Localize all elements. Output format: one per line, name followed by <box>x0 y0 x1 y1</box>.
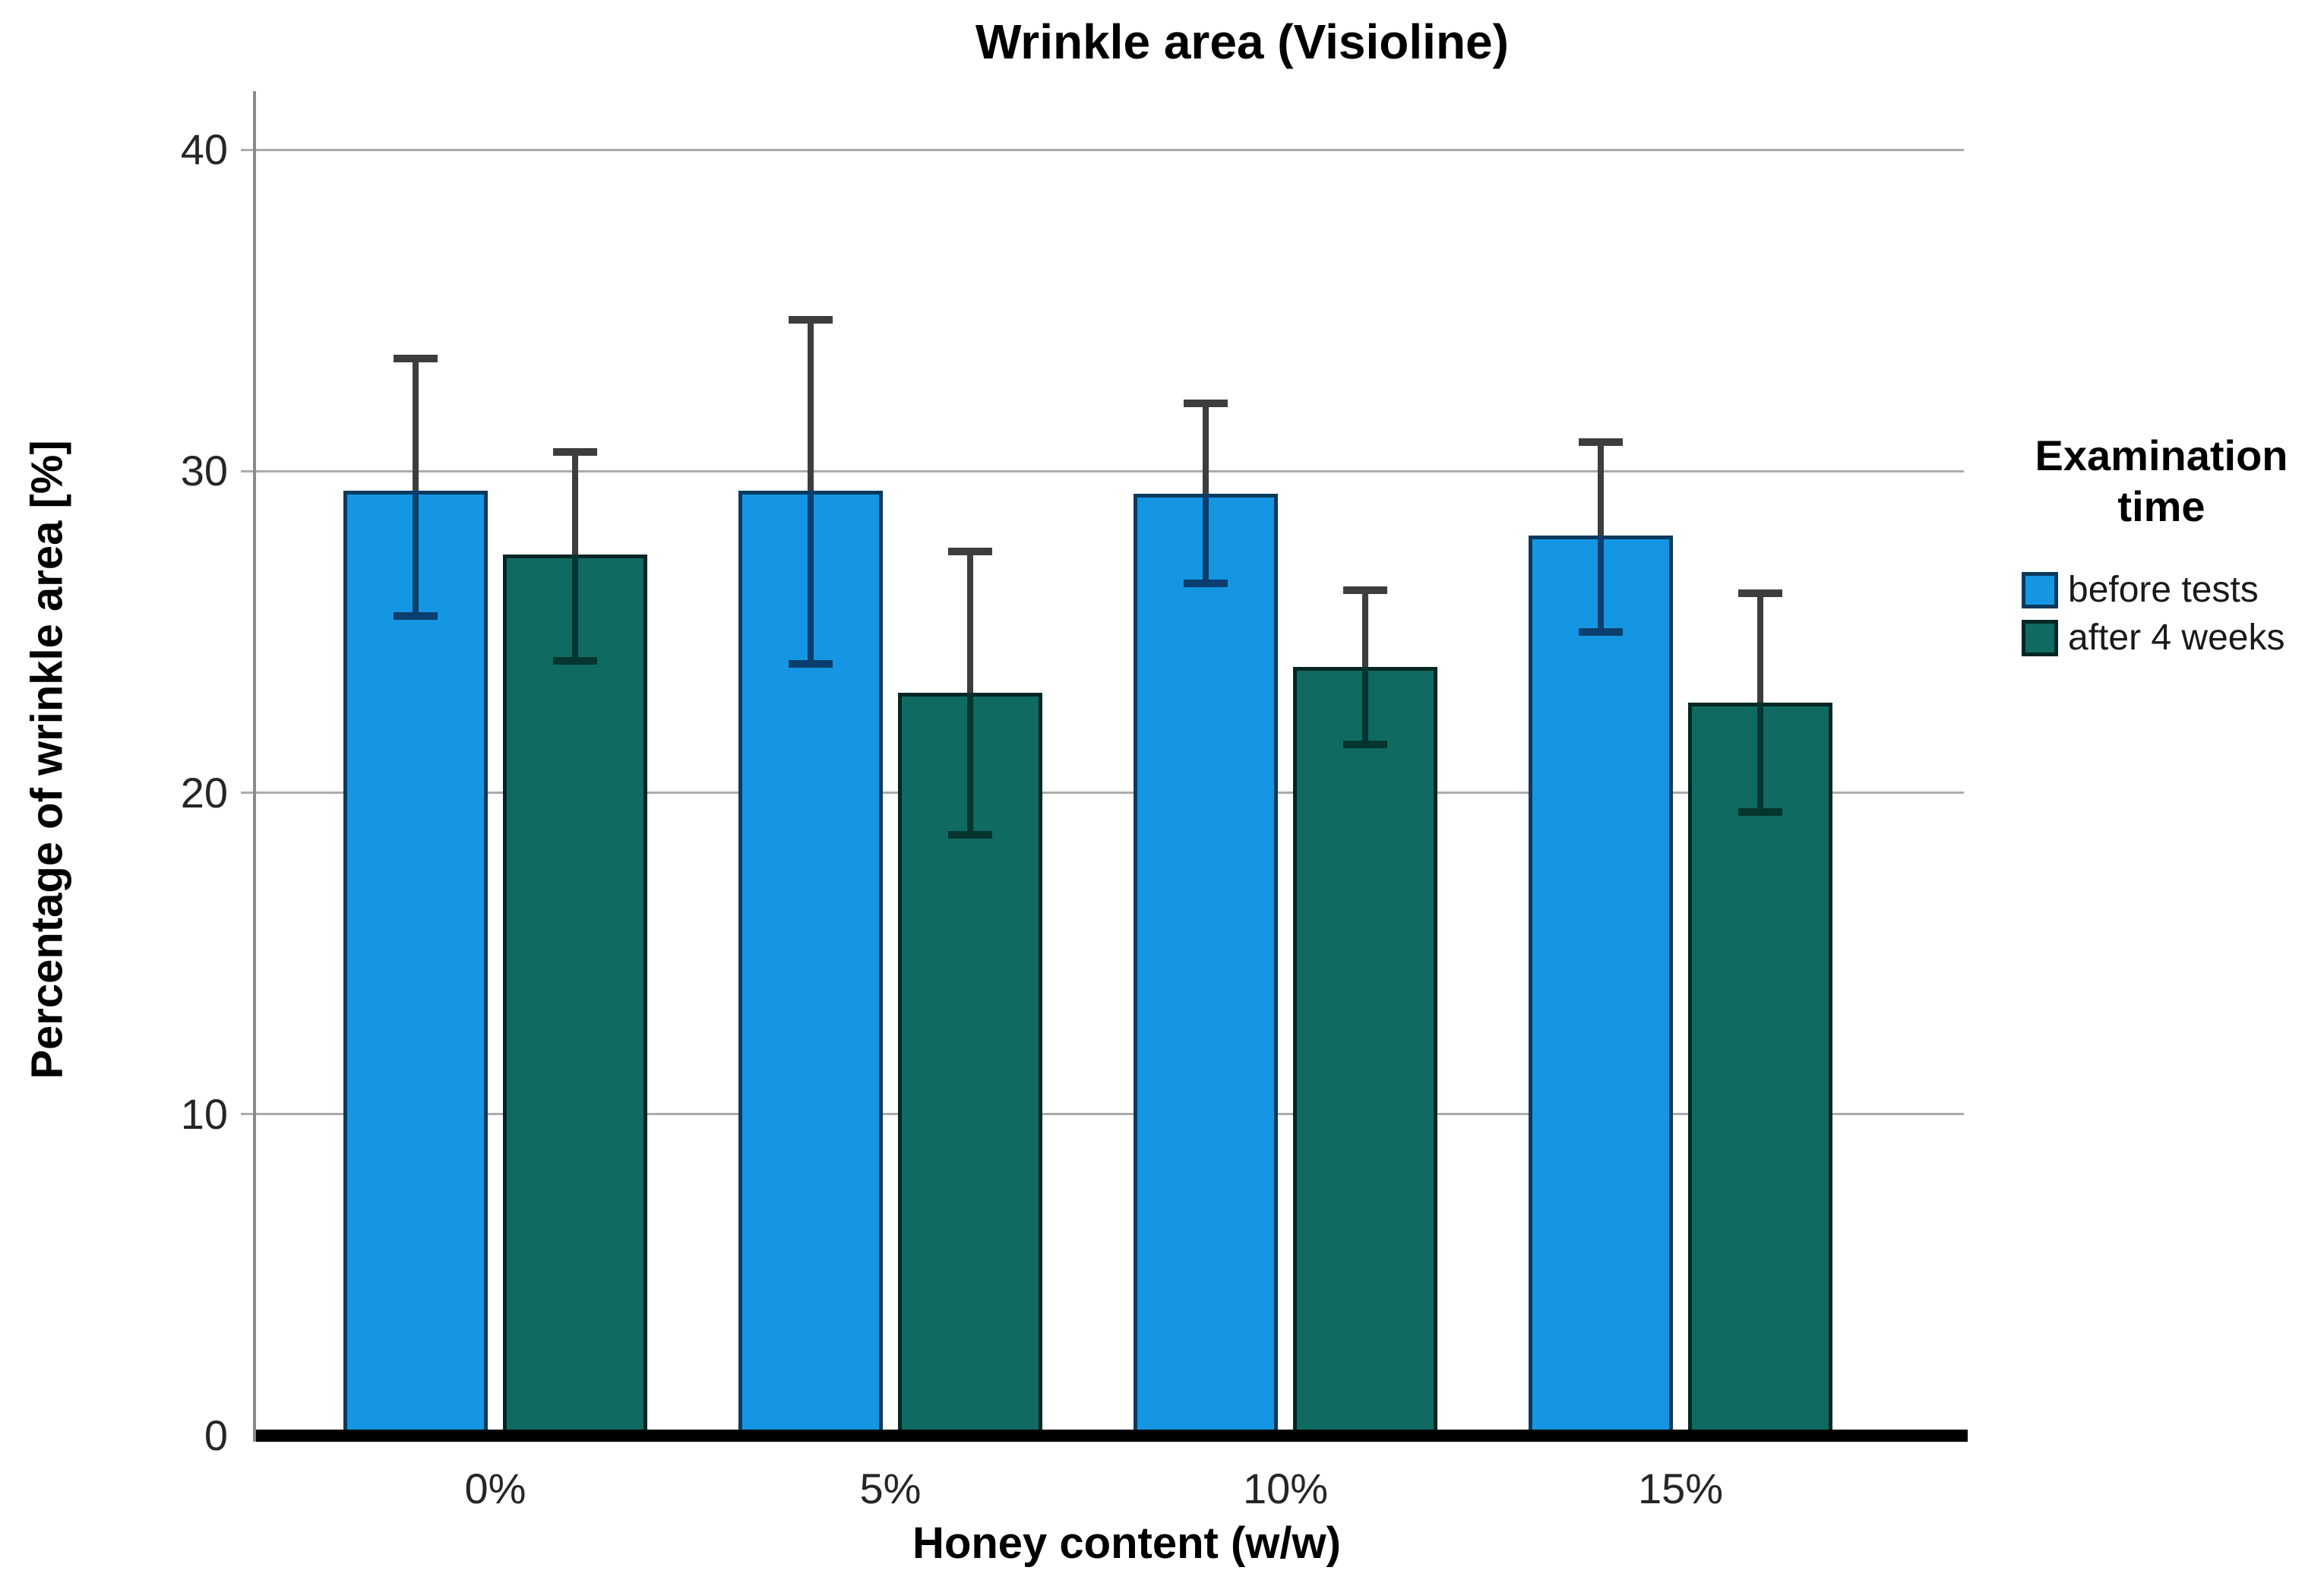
error-bar-after-4-weeks-5%-upper-line <box>967 551 973 694</box>
y-tick-20: 20 <box>180 768 228 817</box>
error-bar-before-tests-5%-upper-cap <box>789 316 833 324</box>
error-bar-before-tests-5%-upper-line <box>808 320 814 491</box>
bar-after-4-weeks-10% <box>1293 667 1437 1442</box>
error-bar-after-4-weeks-10%-upper-line <box>1362 589 1368 668</box>
error-bar-after-4-weeks-5%-upper-cap <box>948 548 992 556</box>
gridline-10 <box>241 1113 1964 1116</box>
x-tick-5%: 5% <box>859 1465 922 1512</box>
bar-before-tests-10% <box>1134 493 1278 1442</box>
legend-title-line1: Examination <box>2035 431 2288 479</box>
chart-title: Wrinkle area (Visioline) <box>975 14 1509 69</box>
error-bar-before-tests-0%-lower-line <box>413 490 419 616</box>
error-bar-before-tests-10%-lower-cap <box>1184 580 1228 588</box>
bar-before-tests-0% <box>343 490 488 1442</box>
error-bar-after-4-weeks-10%-upper-cap <box>1343 586 1387 594</box>
legend-title-line2: time <box>2117 482 2205 531</box>
legend-swatch-after-4-weeks <box>2022 620 2058 656</box>
error-bar-after-4-weeks-15%-lower-line <box>1757 702 1763 812</box>
x-tick-10%: 10% <box>1242 1465 1329 1512</box>
x-axis-label: Honey content (w/w) <box>912 1518 1341 1568</box>
legend-swatch-before-tests <box>2022 572 2058 608</box>
error-bar-after-4-weeks-0%-lower-cap <box>553 656 597 665</box>
gridline-40 <box>241 148 1964 151</box>
error-bar-before-tests-10%-upper-cap <box>1184 400 1228 408</box>
error-bar-after-4-weeks-5%-lower-cap <box>948 830 992 839</box>
error-bar-after-4-weeks-0%-upper-line <box>572 451 578 555</box>
gridline-20 <box>241 792 1964 794</box>
error-bar-after-4-weeks-5%-lower-line <box>967 693 973 835</box>
y-tick-40: 40 <box>180 125 228 173</box>
y-tick-10: 10 <box>180 1089 228 1138</box>
error-bar-before-tests-10%-lower-line <box>1203 493 1209 584</box>
legend-label-before-tests: before tests <box>2068 570 2259 610</box>
error-bar-after-4-weeks-0%-upper-cap <box>553 447 597 456</box>
error-bar-after-4-weeks-10%-lower-line <box>1362 667 1368 744</box>
legend-title: Examination time <box>2035 430 2288 532</box>
y-tick-30: 30 <box>180 447 228 495</box>
x-tick-0%: 0% <box>464 1465 526 1512</box>
bar-after-4-weeks-15% <box>1688 702 1832 1442</box>
error-bar-before-tests-15%-upper-line <box>1598 442 1604 536</box>
error-bar-before-tests-15%-upper-cap <box>1579 438 1623 447</box>
gridline-30 <box>241 469 1964 472</box>
error-bar-after-4-weeks-10%-lower-cap <box>1343 741 1387 748</box>
y-tick-0: 0 <box>204 1411 228 1459</box>
error-bar-after-4-weeks-15%-upper-line <box>1757 593 1763 703</box>
error-bar-before-tests-5%-lower-line <box>808 490 814 665</box>
bar-after-4-weeks-0% <box>503 555 647 1442</box>
error-bar-after-4-weeks-0%-lower-line <box>572 555 578 661</box>
error-bar-before-tests-5%-lower-cap <box>789 660 833 668</box>
x-tick-15%: 15% <box>1637 1465 1724 1512</box>
y-axis-line <box>253 91 256 1442</box>
bar-before-tests-15% <box>1529 535 1673 1442</box>
error-bar-before-tests-0%-upper-line <box>413 359 419 491</box>
error-bar-before-tests-0%-lower-cap <box>394 611 438 620</box>
legend-label-after-4-weeks: after 4 weeks <box>2068 618 2285 658</box>
error-bar-before-tests-15%-lower-line <box>1598 535 1604 632</box>
x-baseline <box>253 1430 1968 1442</box>
error-bar-after-4-weeks-15%-lower-cap <box>1738 807 1782 816</box>
error-bar-after-4-weeks-15%-upper-cap <box>1738 589 1782 598</box>
error-bar-before-tests-10%-upper-line <box>1203 403 1209 494</box>
error-bar-before-tests-15%-lower-cap <box>1579 627 1623 636</box>
error-bar-before-tests-0%-upper-cap <box>394 355 438 363</box>
